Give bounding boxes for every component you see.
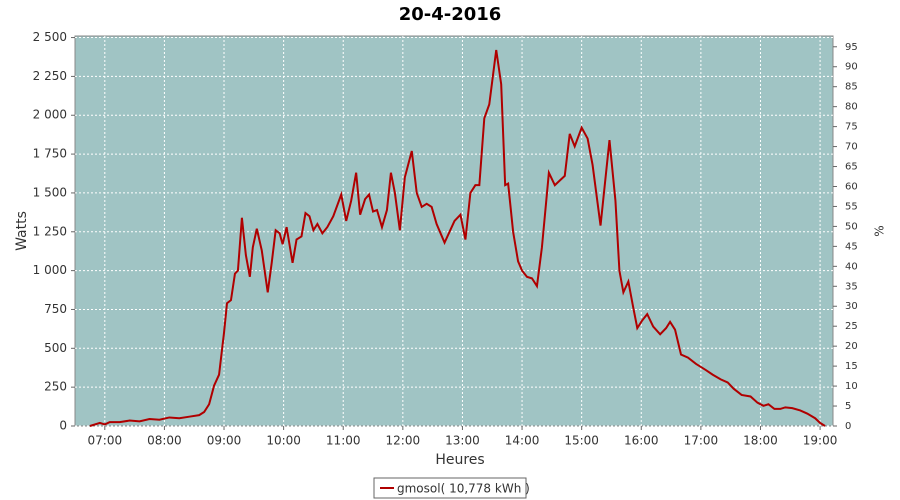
x-tick-label: 19:00 bbox=[803, 434, 838, 448]
x-tick-label: 14:00 bbox=[505, 434, 540, 448]
y-tick-label: 2 000 bbox=[33, 108, 67, 122]
x-tick-label: 15:00 bbox=[564, 434, 599, 448]
y2-tick-label: 5 bbox=[845, 401, 851, 412]
y2-axis-label: % bbox=[873, 225, 887, 236]
y2-tick-label: 95 bbox=[845, 42, 858, 53]
x-tick-label: 08:00 bbox=[147, 434, 182, 448]
y-tick-label: 2 250 bbox=[33, 69, 67, 83]
y2-tick-label: 85 bbox=[845, 82, 858, 93]
y2-tick-label: 50 bbox=[845, 221, 858, 232]
y2-tick-label: 65 bbox=[845, 162, 858, 173]
y2-tick-label: 20 bbox=[845, 341, 858, 352]
y2-tick-label: 0 bbox=[845, 421, 851, 432]
y-tick-label: 1 250 bbox=[33, 224, 67, 238]
y2-tick-label: 15 bbox=[845, 361, 858, 372]
y-tick-label: 250 bbox=[44, 380, 67, 394]
data-line bbox=[89, 49, 826, 427]
x-tick-label: 09:00 bbox=[207, 434, 242, 448]
x-tick-label: 11:00 bbox=[326, 434, 361, 448]
y2-tick-label: 55 bbox=[845, 201, 858, 212]
y2-tick-label: 60 bbox=[845, 181, 858, 192]
y2-tick-label: 90 bbox=[845, 62, 858, 73]
x-tick-label: 18:00 bbox=[743, 434, 778, 448]
y2-tick-label: 80 bbox=[845, 102, 858, 113]
y2-tick-label: 75 bbox=[845, 122, 858, 133]
x-axis-label: Heures bbox=[435, 452, 484, 468]
y-axis-label: Watts bbox=[14, 211, 30, 251]
chart-title: 20-4-2016 bbox=[399, 4, 502, 25]
legend bbox=[373, 477, 527, 499]
x-tick-label: 17:00 bbox=[684, 434, 719, 448]
y2-tick-label: 25 bbox=[845, 321, 858, 332]
y2-tick-label: 35 bbox=[845, 281, 858, 292]
x-tick-label: 10:00 bbox=[266, 434, 301, 448]
plot-area bbox=[74, 35, 834, 427]
y-tick-label: 1 500 bbox=[33, 185, 67, 199]
x-tick-label: 07:00 bbox=[88, 434, 123, 448]
legend-label: gmosol( 10,778 kWh ) bbox=[397, 482, 530, 496]
y-tick-label: 2 500 bbox=[33, 30, 67, 44]
y-tick-label: 750 bbox=[44, 302, 67, 316]
y2-tick-label: 10 bbox=[845, 381, 858, 392]
y-tick-label: 0 bbox=[59, 419, 67, 433]
y2-tick-label: 40 bbox=[845, 261, 858, 272]
x-tick-label: 16:00 bbox=[624, 434, 659, 448]
x-tick-label: 13:00 bbox=[445, 434, 480, 448]
y-tick-label: 1 750 bbox=[33, 147, 67, 161]
y2-tick-label: 45 bbox=[845, 241, 858, 252]
y2-tick-label: 30 bbox=[845, 301, 858, 312]
y2-tick-label: 70 bbox=[845, 142, 858, 153]
y-tick-label: 1 000 bbox=[33, 263, 67, 277]
x-tick-label: 12:00 bbox=[386, 434, 421, 448]
y-tick-label: 500 bbox=[44, 341, 67, 355]
